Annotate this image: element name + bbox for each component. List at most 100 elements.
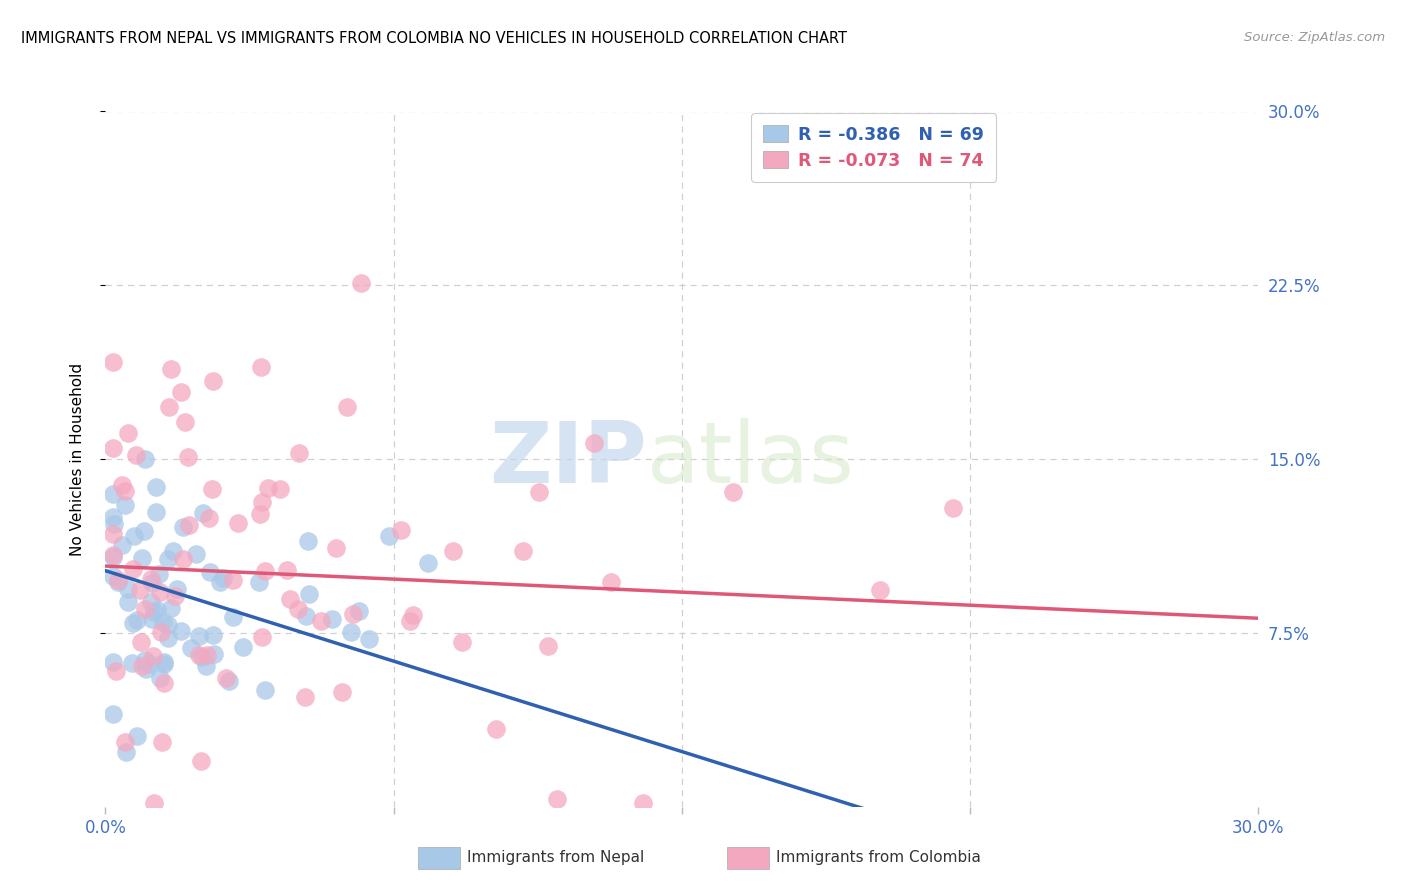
Point [114, 498, 136, 512]
Point [134, 451, 156, 466]
Point [139, 595, 162, 609]
Point [131, 635, 153, 649]
Y-axis label: No Vehicles in Household: No Vehicles in Household [70, 363, 84, 556]
Point [198, 510, 221, 524]
Point [159, 600, 181, 615]
Point [127, 729, 149, 743]
Point [142, 648, 165, 663]
Point [145, 480, 167, 494]
Point [190, 754, 212, 768]
Point [269, 482, 291, 496]
Point [129, 583, 152, 598]
Point [122, 529, 145, 543]
Point [141, 612, 163, 626]
Point [111, 478, 134, 492]
Point [198, 566, 221, 580]
Point [208, 574, 231, 589]
Point [399, 615, 422, 629]
Point [389, 523, 412, 537]
Point [600, 575, 623, 590]
Point [124, 448, 146, 462]
Point [250, 631, 273, 645]
Point [141, 572, 163, 586]
Point [170, 624, 193, 639]
Point [139, 657, 162, 671]
Point [378, 529, 401, 543]
Point [153, 656, 176, 670]
Point [145, 505, 167, 519]
Point [309, 614, 332, 628]
Point [276, 563, 298, 577]
Point [152, 615, 174, 629]
Point [195, 659, 218, 673]
Point [134, 602, 156, 616]
Point [157, 617, 180, 632]
Point [101, 354, 124, 368]
Point [253, 682, 276, 697]
Point [176, 450, 198, 465]
Point [131, 659, 153, 673]
Point [441, 544, 464, 558]
Point [339, 625, 361, 640]
Point [114, 735, 136, 749]
Point [218, 674, 240, 689]
Point [485, 722, 508, 736]
Text: IMMIGRANTS FROM NEPAL VS IMMIGRANTS FROM COLOMBIA NO VEHICLES IN HOUSEHOLD CORRE: IMMIGRANTS FROM NEPAL VS IMMIGRANTS FROM… [21, 31, 846, 46]
Point [101, 486, 124, 500]
Point [215, 671, 238, 685]
Legend: R = -0.386   N = 69, R = -0.073   N = 74: R = -0.386 N = 69, R = -0.073 N = 74 [751, 113, 995, 182]
Point [111, 538, 134, 552]
Point [537, 639, 560, 653]
Point [294, 608, 316, 623]
Point [232, 640, 254, 655]
Point [187, 629, 209, 643]
Point [250, 360, 273, 375]
Point [222, 573, 245, 587]
Point [174, 415, 197, 429]
Point [101, 526, 124, 541]
Point [101, 442, 124, 456]
Text: Source: ZipAtlas.com: Source: ZipAtlas.com [1244, 31, 1385, 45]
Point [101, 655, 124, 669]
Text: Immigrants from Colombia: Immigrants from Colombia [776, 850, 981, 864]
Point [122, 562, 145, 576]
Point [107, 573, 129, 587]
Point [297, 534, 319, 549]
Point [247, 575, 270, 590]
Point [105, 664, 128, 678]
Point [294, 690, 316, 705]
Point [148, 567, 170, 582]
Point [250, 495, 273, 509]
Point [107, 575, 129, 590]
Point [202, 648, 225, 662]
Point [150, 624, 173, 639]
Point [631, 796, 654, 810]
Point [416, 557, 439, 571]
Point [321, 612, 343, 626]
Point [166, 582, 188, 597]
Point [226, 516, 249, 531]
Point [121, 615, 143, 630]
Point [153, 657, 176, 672]
Point [177, 517, 200, 532]
Point [101, 569, 124, 583]
Point [191, 506, 214, 520]
Point [512, 543, 534, 558]
Point [278, 592, 301, 607]
Point [180, 640, 202, 655]
Point [298, 587, 321, 601]
Point [101, 706, 124, 721]
Point [249, 507, 271, 521]
Point [117, 595, 139, 609]
Point [160, 362, 183, 376]
Point [172, 520, 194, 534]
Point [188, 648, 211, 663]
Point [582, 435, 605, 450]
Point [114, 483, 136, 498]
Text: Immigrants from Nepal: Immigrants from Nepal [467, 850, 644, 864]
Point [114, 745, 136, 759]
Point [170, 385, 193, 400]
Point [190, 649, 212, 664]
Point [195, 648, 218, 662]
Point [450, 635, 472, 649]
